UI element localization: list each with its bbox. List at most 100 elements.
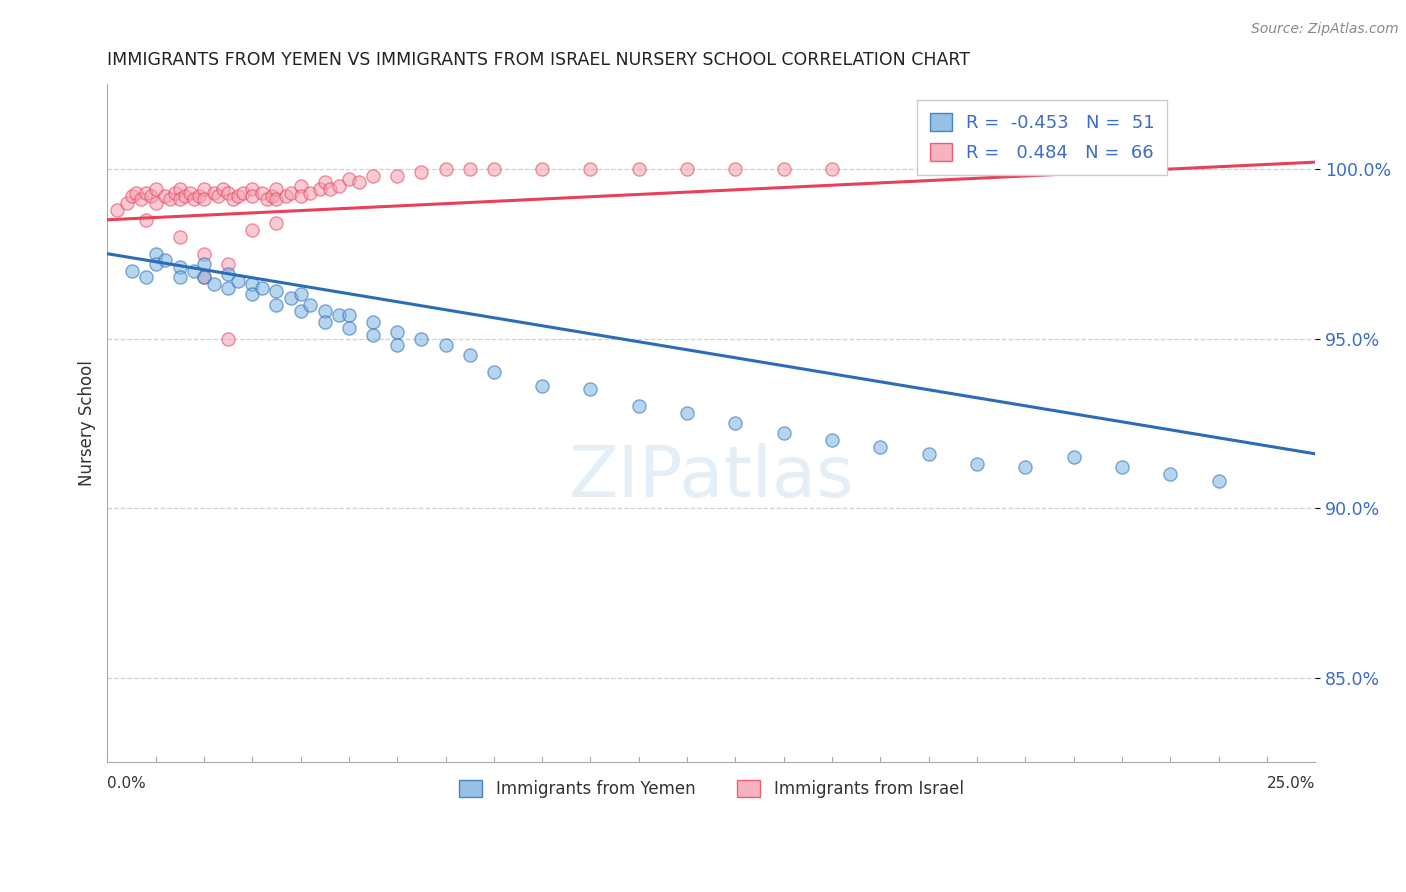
- Point: [361, 328, 384, 343]
- Point: [290, 178, 312, 193]
- Point: [290, 287, 312, 301]
- Point: [135, 212, 157, 227]
- Point: [226, 189, 249, 203]
- Point: [434, 338, 457, 352]
- Point: [169, 229, 191, 244]
- Point: [183, 263, 205, 277]
- Point: [159, 193, 181, 207]
- Point: [869, 440, 891, 454]
- Point: [458, 348, 481, 362]
- Point: [1014, 460, 1036, 475]
- Point: [135, 270, 157, 285]
- Text: ZIPatlas: ZIPatlas: [568, 443, 853, 512]
- Point: [1111, 460, 1133, 475]
- Point: [169, 193, 191, 207]
- Text: 25.0%: 25.0%: [1267, 776, 1315, 791]
- Point: [226, 274, 249, 288]
- Point: [299, 186, 322, 200]
- Point: [531, 379, 554, 393]
- Point: [139, 189, 162, 203]
- Point: [821, 434, 844, 448]
- Point: [299, 297, 322, 311]
- Point: [1063, 450, 1085, 465]
- Point: [314, 176, 336, 190]
- Point: [387, 325, 409, 339]
- Point: [266, 297, 288, 311]
- Point: [482, 161, 505, 176]
- Point: [193, 270, 215, 285]
- Point: [280, 186, 302, 200]
- Point: [179, 186, 201, 200]
- Text: 0.0%: 0.0%: [107, 776, 146, 791]
- Point: [169, 270, 191, 285]
- Point: [280, 291, 302, 305]
- Point: [328, 178, 350, 193]
- Point: [217, 331, 239, 345]
- Point: [772, 426, 794, 441]
- Point: [163, 186, 186, 200]
- Point: [193, 193, 215, 207]
- Point: [232, 186, 254, 200]
- Point: [337, 172, 360, 186]
- Point: [314, 304, 336, 318]
- Point: [188, 189, 211, 203]
- Point: [361, 169, 384, 183]
- Point: [458, 161, 481, 176]
- Point: [250, 186, 273, 200]
- Point: [266, 284, 288, 298]
- Point: [217, 186, 239, 200]
- Point: [121, 189, 143, 203]
- Point: [579, 161, 602, 176]
- Point: [347, 176, 370, 190]
- Point: [222, 193, 245, 207]
- Point: [145, 257, 167, 271]
- Point: [411, 331, 433, 345]
- Point: [918, 447, 941, 461]
- Point: [309, 182, 332, 196]
- Point: [155, 189, 177, 203]
- Point: [337, 321, 360, 335]
- Point: [387, 169, 409, 183]
- Point: [145, 195, 167, 210]
- Legend: Immigrants from Yemen, Immigrants from Israel: Immigrants from Yemen, Immigrants from I…: [453, 773, 970, 805]
- Point: [724, 417, 747, 431]
- Point: [207, 189, 229, 203]
- Point: [276, 189, 298, 203]
- Point: [579, 383, 602, 397]
- Point: [1159, 467, 1181, 482]
- Point: [676, 161, 699, 176]
- Point: [966, 457, 988, 471]
- Point: [173, 189, 195, 203]
- Point: [411, 165, 433, 179]
- Point: [627, 400, 650, 414]
- Text: IMMIGRANTS FROM YEMEN VS IMMIGRANTS FROM ISRAEL NURSERY SCHOOL CORRELATION CHART: IMMIGRANTS FROM YEMEN VS IMMIGRANTS FROM…: [107, 51, 970, 69]
- Point: [772, 161, 794, 176]
- Point: [1208, 474, 1230, 488]
- Point: [145, 182, 167, 196]
- Text: Source: ZipAtlas.com: Source: ZipAtlas.com: [1251, 22, 1399, 37]
- Point: [290, 189, 312, 203]
- Point: [387, 338, 409, 352]
- Point: [202, 277, 225, 292]
- Point: [183, 193, 205, 207]
- Point: [290, 304, 312, 318]
- Point: [217, 267, 239, 281]
- Point: [155, 253, 177, 268]
- Point: [125, 186, 148, 200]
- Point: [240, 189, 263, 203]
- Point: [240, 182, 263, 196]
- Point: [531, 161, 554, 176]
- Point: [105, 202, 128, 217]
- Point: [169, 260, 191, 275]
- Point: [314, 314, 336, 328]
- Point: [724, 161, 747, 176]
- Point: [202, 186, 225, 200]
- Point: [821, 161, 844, 176]
- Point: [260, 189, 283, 203]
- Point: [121, 263, 143, 277]
- Point: [434, 161, 457, 176]
- Point: [266, 193, 288, 207]
- Point: [135, 186, 157, 200]
- Point: [256, 193, 278, 207]
- Point: [266, 216, 288, 230]
